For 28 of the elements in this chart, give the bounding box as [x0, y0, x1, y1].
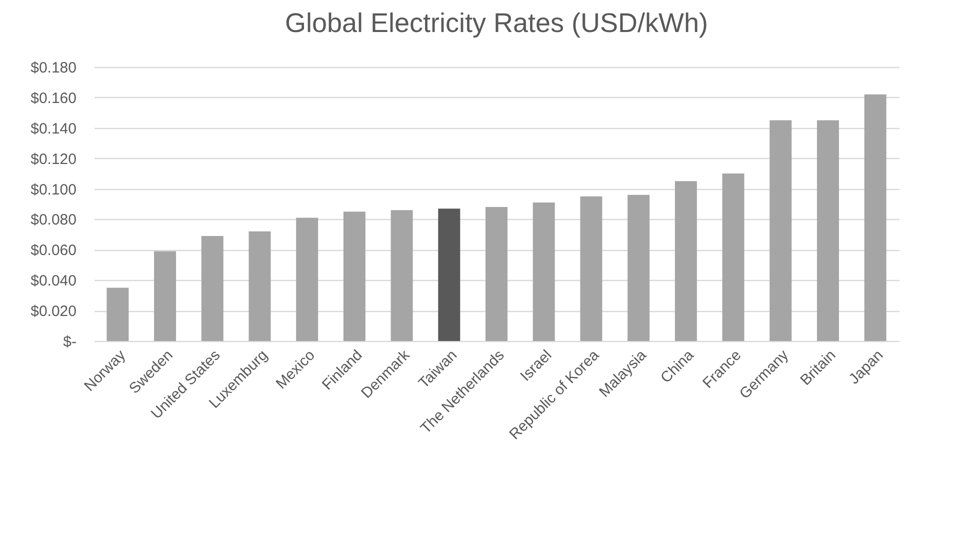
y-tick-label: $0.140 — [30, 120, 76, 138]
bar — [154, 251, 176, 341]
bar — [532, 202, 555, 341]
bar — [201, 236, 224, 341]
y-tick-label: $0.040 — [30, 272, 76, 290]
bar — [722, 174, 744, 341]
y-tick-label: $0.100 — [30, 181, 76, 198]
chart-title: Global Electricity Rates (USD/kWh) — [284, 8, 708, 38]
bar — [248, 231, 271, 341]
y-tick-label: $0.080 — [30, 212, 76, 229]
bar — [343, 212, 366, 341]
y-tick-label: $0.020 — [30, 303, 76, 320]
bar — [864, 94, 886, 341]
bar — [770, 120, 792, 341]
bar — [296, 218, 318, 341]
y-tick-label: $0.180 — [30, 60, 76, 76]
y-tick-label: $0.120 — [30, 150, 76, 168]
y-tick-label: $0.060 — [30, 242, 76, 260]
bar — [486, 207, 508, 341]
bar — [674, 181, 697, 341]
y-tick-label: $- — [63, 334, 76, 350]
bar — [438, 208, 460, 341]
bar — [580, 196, 602, 341]
bar — [106, 288, 129, 341]
bar — [390, 210, 413, 341]
y-tick-label: $0.160 — [30, 90, 76, 107]
bar — [816, 120, 839, 341]
bar — [628, 194, 650, 341]
